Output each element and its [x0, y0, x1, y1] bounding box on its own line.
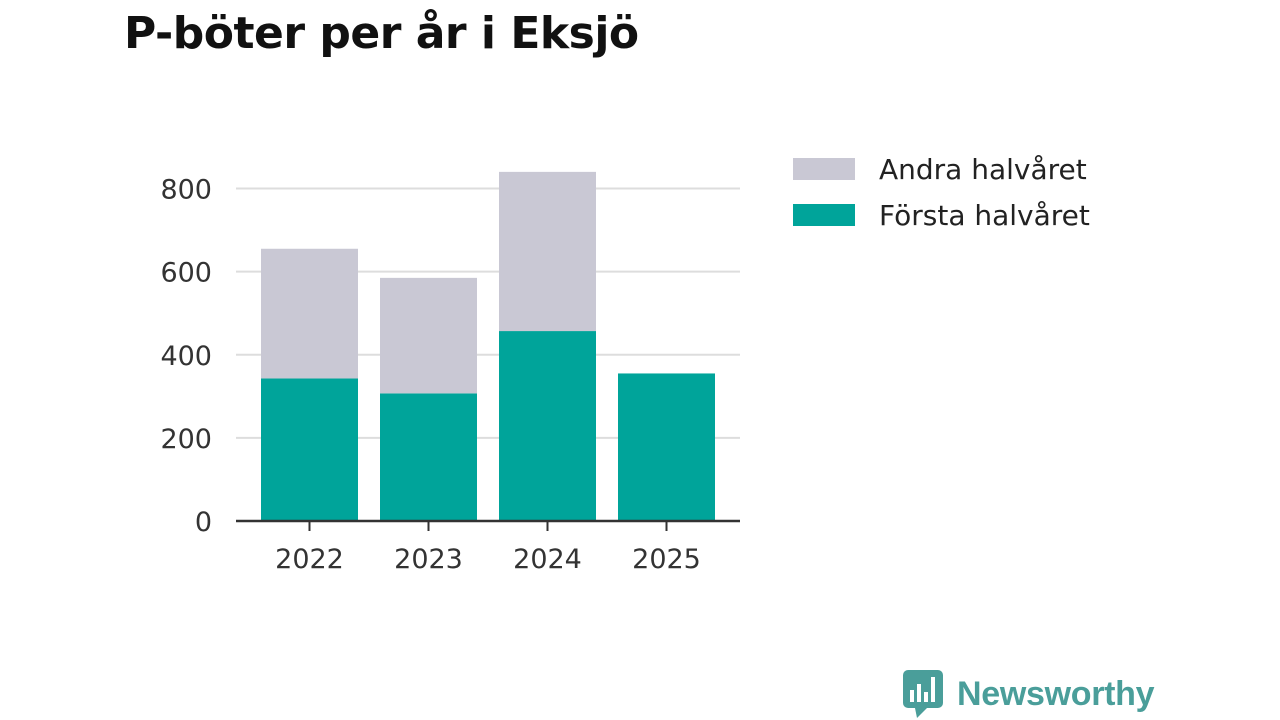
bar-2023-second-half: [380, 277, 477, 394]
x-axis: [236, 519, 740, 531]
bar-chart-speech-bubble-icon: [903, 670, 943, 718]
y-tick-400: 400: [160, 341, 212, 372]
y-tick-0: 0: [195, 507, 212, 538]
bar-2023-first-half: [380, 393, 477, 521]
y-tick-200: 200: [160, 424, 212, 455]
legend: Andra halvåret Första halvåret: [793, 146, 1090, 238]
y-tick-labels: 0 200 400 600 800: [160, 175, 212, 539]
legend-swatch-second-half: [793, 158, 855, 180]
bar-2022-first-half: [261, 378, 358, 521]
x-tick-2025: 2025: [632, 544, 701, 575]
legend-item-second-half: Andra halvåret: [793, 146, 1090, 192]
legend-item-first-half: Första halvåret: [793, 192, 1090, 238]
bar-2024-second-half: [499, 171, 596, 332]
newsworthy-logo[interactable]: Newsworthy: [903, 670, 1155, 718]
bar-2022-second-half: [261, 248, 358, 379]
x-tick-2024: 2024: [513, 544, 582, 575]
bar-2024-first-half: [499, 331, 596, 521]
bar-2025-first-half: [618, 373, 715, 521]
legend-label-second-half: Andra halvåret: [879, 152, 1087, 186]
chart-title: P-böter per år i Eksjö: [124, 8, 639, 59]
legend-swatch-first-half: [793, 204, 855, 226]
y-tick-600: 600: [160, 258, 212, 289]
x-tick-labels: 2022 2023 2024 2025: [275, 544, 701, 575]
x-tick-2022: 2022: [275, 544, 344, 575]
y-tick-800: 800: [160, 175, 212, 206]
bars: [261, 171, 715, 521]
legend-label-first-half: Första halvåret: [879, 198, 1090, 232]
x-tick-2023: 2023: [394, 544, 463, 575]
logo-text: Newsworthy: [957, 674, 1155, 713]
